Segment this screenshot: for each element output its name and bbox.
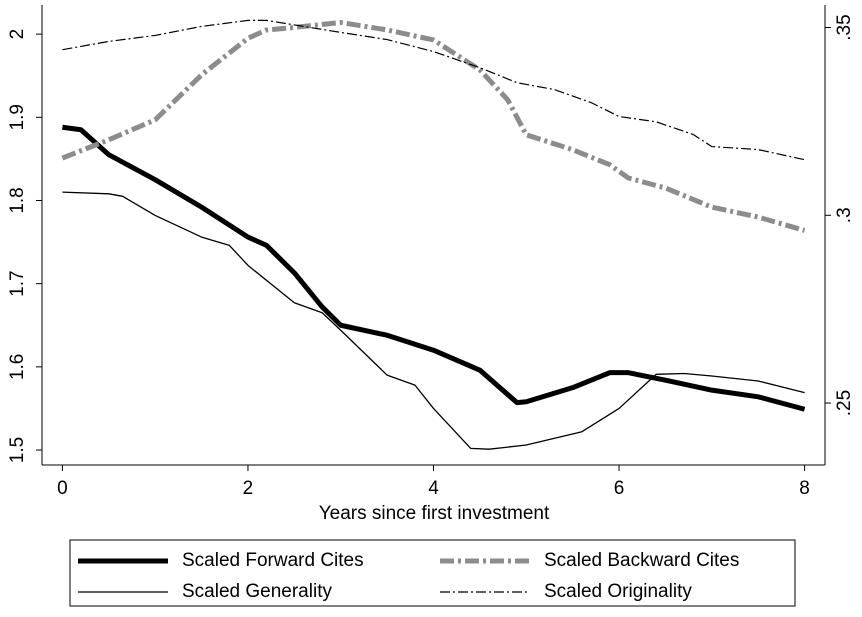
x-tick-label: 2 — [243, 478, 254, 499]
y2-tick-label: .35 — [834, 14, 855, 40]
series-line — [61, 19, 806, 233]
y2-tick-label: .3 — [834, 207, 855, 223]
x-tick-label: 4 — [428, 478, 439, 499]
y-tick-label: 1.6 — [7, 354, 28, 380]
x-tick-label: 0 — [57, 478, 68, 499]
y-tick-label: 1.5 — [7, 437, 28, 463]
legend-label: Scaled Backward Cites — [544, 550, 739, 571]
series-line — [62, 124, 806, 412]
x-axis-label: Years since first investment — [319, 503, 550, 524]
legend-label: Scaled Originality — [544, 581, 692, 602]
y-tick-label: 1.8 — [7, 187, 28, 213]
y-tick-label: 1.9 — [7, 104, 28, 130]
y-tick-label: 2 — [7, 29, 28, 40]
series-line — [62, 191, 805, 450]
series-line — [62, 19, 805, 161]
x-tick-label: 8 — [799, 478, 810, 499]
legend-label: Scaled Generality — [182, 581, 332, 602]
legend-label: Scaled Forward Cites — [182, 550, 364, 571]
y2-tick-label: .25 — [834, 390, 855, 416]
legend-box — [69, 539, 796, 607]
x-tick-label: 6 — [614, 478, 625, 499]
y-tick-label: 1.7 — [7, 270, 28, 296]
